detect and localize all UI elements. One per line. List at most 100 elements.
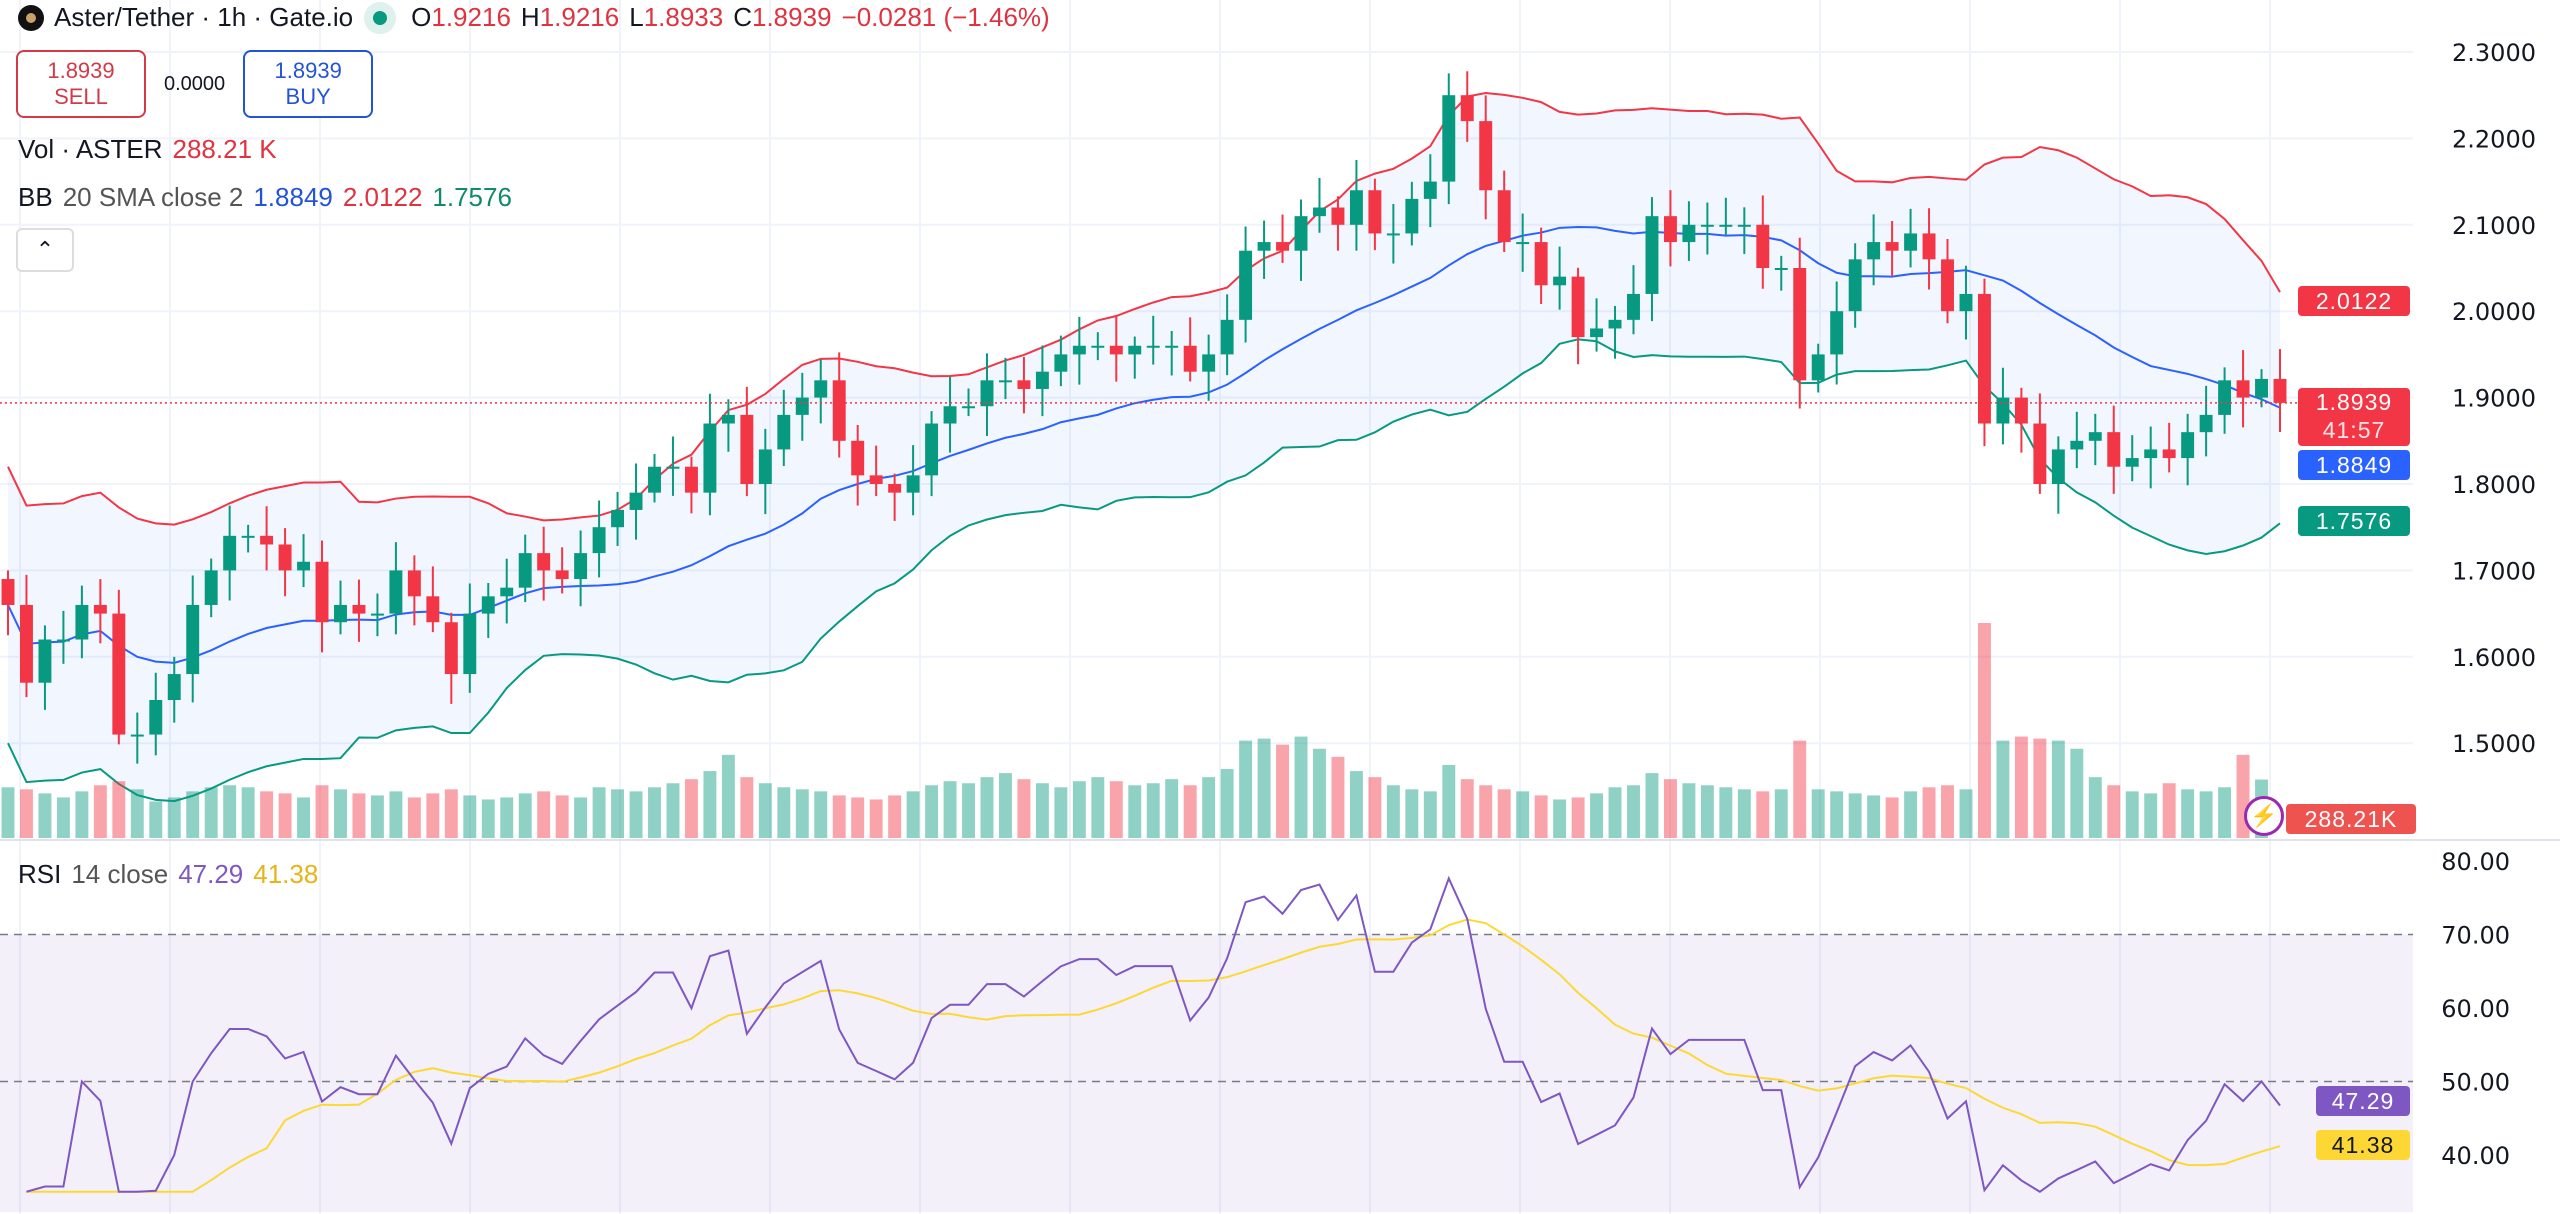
candle-body bbox=[888, 484, 902, 493]
candle-body bbox=[1608, 319, 1622, 329]
candle-body bbox=[2218, 380, 2232, 415]
candle-body bbox=[149, 700, 163, 735]
volume-bar bbox=[1386, 785, 1400, 838]
collapse-legend-button[interactable]: ⌃ bbox=[16, 228, 74, 272]
bb-basis-line bbox=[7, 225, 2281, 664]
volume-bar bbox=[407, 797, 421, 838]
chevron-up-icon: ⌃ bbox=[35, 237, 55, 262]
volume-bar bbox=[38, 793, 52, 838]
bb-upper-line bbox=[7, 92, 2281, 526]
candle-body bbox=[2181, 432, 2195, 459]
candle-body bbox=[315, 561, 329, 623]
symbol-title[interactable]: Aster/Tether · 1h · Gate.io bbox=[54, 2, 354, 32]
volume-legend-value: 288.21 K bbox=[172, 134, 277, 164]
symbol-legend: Aster/Tether · 1h · Gate.io O1.9216 H1.9… bbox=[18, 2, 1050, 33]
volume-legend[interactable]: Vol · ASTER 288.21 K bbox=[18, 134, 277, 165]
buy-button[interactable]: 1.8939 BUY bbox=[243, 50, 374, 118]
rsi-axis-tick: 40.00 bbox=[2441, 1142, 2510, 1170]
volume-bar bbox=[1756, 791, 1770, 838]
candle-body bbox=[20, 604, 33, 683]
volume-bar bbox=[906, 791, 920, 838]
volume-bar bbox=[1793, 740, 1807, 838]
candle-body bbox=[1128, 345, 1142, 355]
low-value: 1.8933 bbox=[643, 2, 724, 32]
volume-bar bbox=[2144, 793, 2158, 838]
sell-button[interactable]: 1.8939 SELL bbox=[16, 50, 146, 118]
bar-countdown: 41:57 bbox=[2322, 416, 2386, 443]
candle-body bbox=[684, 466, 698, 493]
last-price-tag: 1.8939 41:57 bbox=[2298, 387, 2410, 446]
volume-bar bbox=[2162, 783, 2176, 838]
price-axis-tick: 2.0000 bbox=[2452, 298, 2536, 326]
volume-bar bbox=[1479, 785, 1493, 838]
last-price: 1.8939 bbox=[2315, 388, 2393, 415]
bb-legend[interactable]: BB 20 SMA close 2 1.8849 2.0122 1.7576 bbox=[18, 182, 512, 213]
volume-bar bbox=[1497, 789, 1511, 838]
volume-bar bbox=[1774, 789, 1788, 838]
volume-bar bbox=[1220, 769, 1234, 838]
volume-bar bbox=[1737, 789, 1751, 838]
volume-bar bbox=[315, 785, 329, 838]
candle-body bbox=[851, 440, 865, 476]
candle-body bbox=[1479, 121, 1493, 191]
volume-bar bbox=[648, 787, 661, 838]
sell-label: SELL bbox=[54, 84, 108, 109]
candle-body bbox=[2033, 423, 2047, 484]
candle-body bbox=[998, 380, 1012, 383]
volume-bar bbox=[1109, 781, 1123, 838]
candle-body bbox=[204, 570, 218, 605]
volume-bar bbox=[611, 789, 625, 838]
candle-body bbox=[1276, 242, 1290, 251]
volume-bar bbox=[1202, 777, 1216, 838]
volume-bar bbox=[93, 785, 107, 838]
candle-body bbox=[1146, 345, 1160, 348]
rsi-axis-tick: 60.00 bbox=[2441, 995, 2510, 1023]
candle-body bbox=[112, 613, 126, 735]
open-label: O bbox=[411, 2, 432, 32]
volume-bar bbox=[1553, 799, 1567, 838]
bb-legend-params: 20 SMA close 2 bbox=[62, 182, 244, 212]
volume-bar bbox=[888, 795, 902, 838]
candle-body bbox=[186, 604, 200, 675]
volume-bar bbox=[1904, 791, 1918, 838]
candle-body bbox=[297, 561, 311, 571]
candle-body bbox=[832, 380, 846, 441]
rsi-line bbox=[26, 875, 2281, 1193]
volume-bar bbox=[814, 791, 828, 838]
volume-bar bbox=[1257, 738, 1271, 838]
buy-label: BUY bbox=[285, 84, 331, 109]
price-axis-tick: 2.3000 bbox=[2452, 39, 2536, 67]
candle-body bbox=[666, 466, 680, 469]
candle-body bbox=[1294, 216, 1308, 251]
candle-body bbox=[1072, 345, 1086, 355]
open-value: 1.9216 bbox=[431, 2, 511, 32]
volume-bar bbox=[1682, 783, 1696, 838]
candle-body bbox=[1349, 190, 1363, 225]
candle-body bbox=[1091, 345, 1105, 348]
volume-bar bbox=[1590, 793, 1604, 838]
volume-bar bbox=[629, 791, 643, 838]
bb-legend-label: BB bbox=[18, 182, 53, 212]
volume-bar bbox=[2070, 748, 2084, 838]
bb-lower-line bbox=[7, 338, 2281, 803]
volume-bar bbox=[1165, 779, 1179, 838]
rsi-ma-value: 41.38 bbox=[253, 859, 319, 889]
candle-body bbox=[943, 406, 957, 424]
rsi-axis-tick: 70.00 bbox=[2441, 922, 2510, 950]
rsi-legend[interactable]: RSI 14 close 47.29 41.38 bbox=[18, 859, 318, 890]
candle-body bbox=[75, 604, 89, 640]
candle-body bbox=[1719, 224, 1733, 227]
volume-tag: 288.21K bbox=[2286, 804, 2416, 834]
volume-bar bbox=[1811, 789, 1825, 838]
volume-bar bbox=[1977, 623, 1991, 838]
volume-bar bbox=[1830, 791, 1844, 838]
candle-body bbox=[1054, 354, 1068, 372]
lightning-icon[interactable]: ⚡ bbox=[2244, 796, 2284, 836]
volume-bar bbox=[352, 793, 366, 838]
volume-bar bbox=[1276, 744, 1290, 838]
trade-panel: 1.8939 SELL 0.0000 1.8939 BUY bbox=[16, 50, 374, 118]
candle-body bbox=[1497, 190, 1511, 243]
candle-body bbox=[389, 570, 403, 614]
candle-body bbox=[611, 509, 625, 528]
